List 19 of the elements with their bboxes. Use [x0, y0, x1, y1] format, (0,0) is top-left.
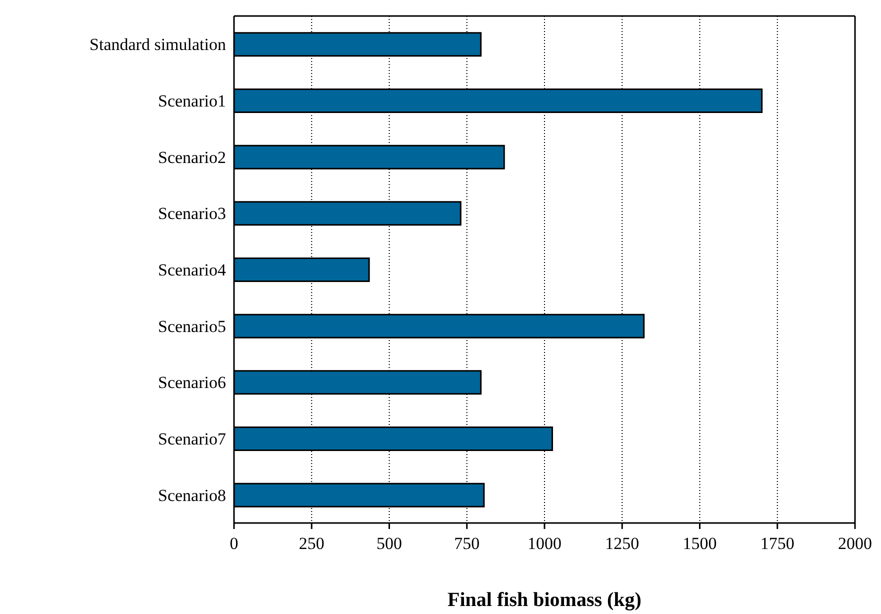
y-tick-label: Scenario6: [158, 373, 226, 392]
x-tick-label: 250: [298, 534, 324, 554]
y-tick-label: Scenario2: [158, 148, 226, 167]
x-tick-label: 2000: [838, 534, 872, 554]
y-tick-label: Scenario3: [158, 204, 226, 224]
y-tick-label: Scenario8: [158, 486, 226, 505]
x-tick-label: 1750: [760, 534, 794, 554]
x-tick-label: 500: [376, 534, 402, 554]
y-tick-label: Scenario5: [158, 316, 226, 336]
x-tick-label: 750: [454, 534, 480, 554]
x-tick-label: 1000: [528, 534, 562, 554]
x-tick-label: 0: [230, 534, 238, 554]
x-axis-title: Final fish biomass (kg): [448, 589, 642, 611]
x-tick-label: 1500: [682, 534, 717, 554]
y-tick-label: Scenario4: [158, 260, 226, 280]
y-tick-label: Scenario7: [158, 430, 226, 449]
y-tick-label: Scenario1: [158, 92, 226, 111]
y-tick-label: Standard simulation: [90, 35, 226, 54]
x-tick-label: 1250: [605, 534, 640, 554]
